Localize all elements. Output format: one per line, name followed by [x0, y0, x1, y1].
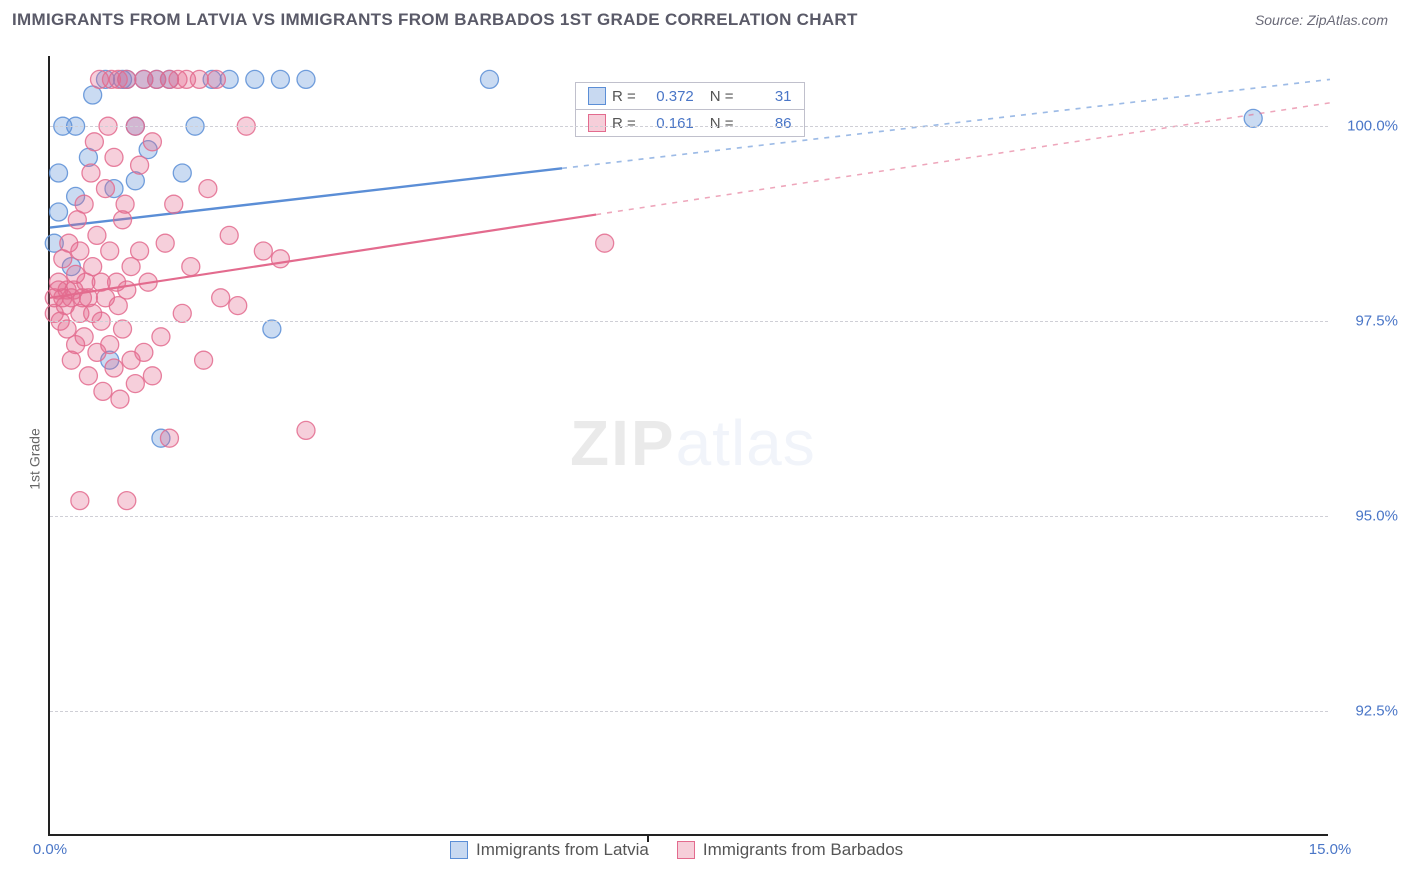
data-point	[131, 156, 149, 174]
data-point	[118, 281, 136, 299]
legend-n-label: N =	[710, 115, 734, 132]
data-point	[207, 70, 225, 88]
data-point	[165, 195, 183, 213]
data-point	[1244, 109, 1262, 127]
data-point	[82, 164, 100, 182]
data-point	[71, 492, 89, 510]
data-point	[143, 367, 161, 385]
data-point	[50, 164, 68, 182]
legend-swatch	[588, 87, 606, 105]
data-point	[246, 70, 264, 88]
y-axis-label: 1st Grade	[27, 428, 43, 489]
y-tick-label: 97.5%	[1338, 313, 1398, 330]
y-tick-label: 92.5%	[1338, 703, 1398, 720]
legend-label: Immigrants from Latvia	[476, 840, 649, 860]
data-point	[156, 234, 174, 252]
data-point	[75, 195, 93, 213]
x-tick-label: 0.0%	[33, 841, 67, 858]
data-point	[135, 343, 153, 361]
chart-container: 1st Grade ZIPatlas R = 0.372 N = 31 R = …	[0, 36, 1406, 882]
data-point	[118, 70, 136, 88]
data-point	[101, 242, 119, 260]
data-point	[131, 242, 149, 260]
data-point	[105, 148, 123, 166]
y-tick-label: 100.0%	[1338, 118, 1398, 135]
legend-item: Immigrants from Latvia	[450, 840, 649, 860]
data-point	[111, 390, 129, 408]
data-point	[596, 234, 614, 252]
series-legend: Immigrants from Latvia Immigrants from B…	[450, 840, 903, 860]
y-tick-label: 95.0%	[1338, 508, 1398, 525]
data-point	[114, 320, 132, 338]
data-point	[229, 297, 247, 315]
legend-n-label: N =	[710, 88, 734, 105]
data-point	[160, 429, 178, 447]
data-point	[173, 164, 191, 182]
data-point	[75, 328, 93, 346]
data-point	[220, 226, 238, 244]
data-point	[116, 195, 134, 213]
data-point	[254, 242, 272, 260]
data-point	[182, 258, 200, 276]
data-point	[190, 70, 208, 88]
data-point	[105, 359, 123, 377]
legend-n-value: 86	[740, 115, 792, 132]
data-point	[126, 375, 144, 393]
data-point	[88, 226, 106, 244]
data-point	[212, 289, 230, 307]
x-tick-label: 15.0%	[1309, 841, 1352, 858]
data-point	[263, 320, 281, 338]
data-point	[195, 351, 213, 369]
data-point	[118, 492, 136, 510]
data-point	[96, 180, 114, 198]
scatter-svg	[50, 56, 1328, 834]
data-point	[199, 180, 217, 198]
legend-row: R = 0.161 N = 86	[576, 109, 804, 136]
data-point	[101, 336, 119, 354]
data-point	[480, 70, 498, 88]
legend-label: Immigrants from Barbados	[703, 840, 903, 860]
data-point	[271, 250, 289, 268]
correlation-legend: R = 0.372 N = 31 R = 0.161 N = 86	[575, 82, 805, 137]
data-point	[297, 70, 315, 88]
source-credit: Source: ZipAtlas.com	[1255, 12, 1388, 28]
legend-r-value: 0.372	[642, 88, 694, 105]
legend-row: R = 0.372 N = 31	[576, 83, 804, 109]
legend-n-value: 31	[740, 88, 792, 105]
data-point	[143, 133, 161, 151]
data-point	[271, 70, 289, 88]
legend-swatch	[588, 114, 606, 132]
legend-r-label: R =	[612, 88, 636, 105]
legend-item: Immigrants from Barbados	[677, 840, 903, 860]
data-point	[152, 328, 170, 346]
legend-swatch	[677, 841, 695, 859]
legend-r-label: R =	[612, 115, 636, 132]
legend-swatch	[450, 841, 468, 859]
data-point	[85, 133, 103, 151]
data-point	[94, 382, 112, 400]
data-point	[297, 421, 315, 439]
plot-area: ZIPatlas R = 0.372 N = 31 R = 0.161 N = …	[48, 56, 1328, 836]
page-title: IMMIGRANTS FROM LATVIA VS IMMIGRANTS FRO…	[12, 10, 858, 30]
data-point	[50, 203, 68, 221]
data-point	[173, 304, 191, 322]
legend-r-value: 0.161	[642, 115, 694, 132]
data-point	[71, 242, 89, 260]
data-point	[79, 367, 97, 385]
